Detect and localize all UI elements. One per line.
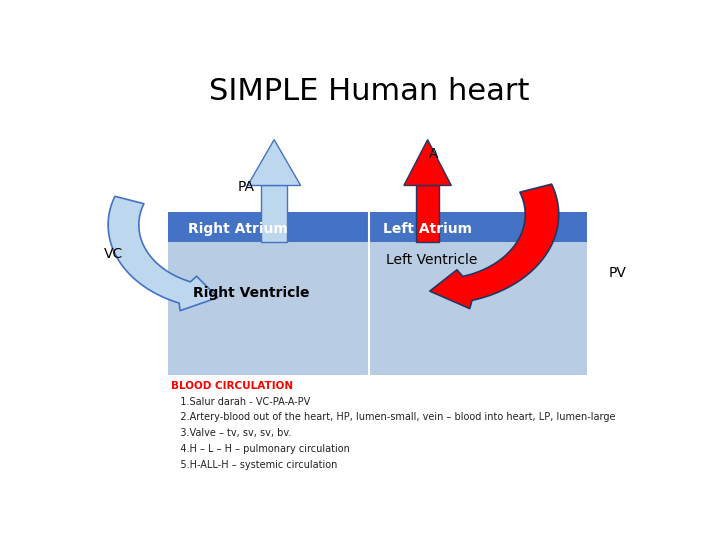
Text: PA: PA bbox=[238, 180, 255, 194]
Polygon shape bbox=[108, 197, 217, 310]
Bar bbox=[416, 185, 439, 241]
Polygon shape bbox=[404, 140, 451, 185]
Bar bbox=[168, 241, 587, 375]
Text: 4.H – L – H – pulmonary circulation: 4.H – L – H – pulmonary circulation bbox=[171, 444, 350, 454]
Text: BLOOD CIRCULATION: BLOOD CIRCULATION bbox=[171, 381, 293, 391]
Text: A: A bbox=[429, 147, 438, 161]
Text: Left Atrium: Left Atrium bbox=[383, 222, 472, 236]
Text: 5.H-ALL-H – systemic circulation: 5.H-ALL-H – systemic circulation bbox=[171, 460, 337, 470]
Bar bbox=[168, 212, 587, 241]
Text: VC: VC bbox=[104, 247, 123, 261]
Polygon shape bbox=[248, 140, 301, 185]
Text: SIMPLE Human heart: SIMPLE Human heart bbox=[209, 77, 529, 106]
Text: 2.Artery-blood out of the heart, HP, lumen-small, vein – blood into heart, LP, l: 2.Artery-blood out of the heart, HP, lum… bbox=[171, 413, 616, 422]
Text: 3.Valve – tv, sv, sv, bv.: 3.Valve – tv, sv, sv, bv. bbox=[171, 428, 292, 438]
Bar bbox=[261, 185, 287, 241]
Text: Right Atrium: Right Atrium bbox=[188, 222, 287, 236]
Text: Left Ventricle: Left Ventricle bbox=[386, 253, 477, 267]
Polygon shape bbox=[430, 184, 559, 308]
Text: PV: PV bbox=[609, 266, 627, 280]
Text: Right Ventricle: Right Ventricle bbox=[193, 287, 310, 300]
Text: 1.Salur darah - VC-PA-A-PV: 1.Salur darah - VC-PA-A-PV bbox=[171, 396, 310, 407]
